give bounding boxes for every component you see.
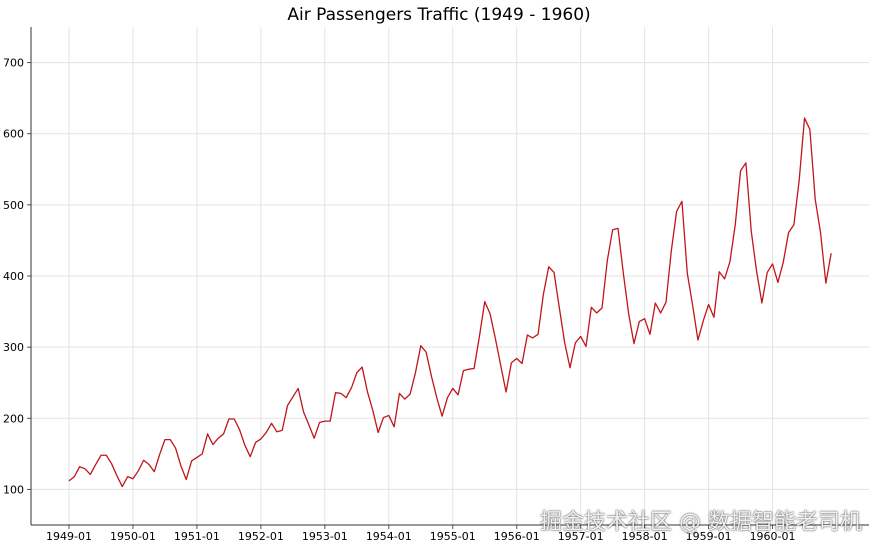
x-tick-label: 1954-01 bbox=[366, 530, 412, 543]
x-tick-label: 1960-01 bbox=[750, 530, 796, 543]
x-tick-label: 1957-01 bbox=[558, 530, 604, 543]
x-tick-label: 1959-01 bbox=[686, 530, 732, 543]
y-tick-label: 500 bbox=[3, 199, 24, 212]
x-tick-label: 1955-01 bbox=[430, 530, 476, 543]
x-tick-label: 1956-01 bbox=[494, 530, 540, 543]
x-tick-label: 1958-01 bbox=[622, 530, 668, 543]
watermark: 掘金技术社区 @ 数据智能老司机 bbox=[540, 510, 862, 535]
y-tick-label: 300 bbox=[3, 341, 24, 354]
grid-layer bbox=[31, 27, 869, 525]
x-tick-label: 1949-01 bbox=[46, 530, 92, 543]
y-tick-label: 700 bbox=[3, 57, 24, 70]
y-tick-label: 600 bbox=[3, 128, 24, 141]
series-layer bbox=[68, 117, 832, 488]
y-tick-label: 200 bbox=[3, 412, 24, 425]
chart-title: Air Passengers Traffic (1949 - 1960) bbox=[287, 5, 591, 25]
x-tick-label: 1950-01 bbox=[110, 530, 156, 543]
series-line-passengers bbox=[68, 117, 832, 488]
axis-layer: 100 200 300 400 500 600 700 1949-01 1950-01 1951-… bbox=[3, 27, 869, 543]
y-tick-label: 400 bbox=[3, 270, 24, 283]
x-tick-label: 1952-01 bbox=[238, 530, 284, 543]
y-tick-label: 100 bbox=[3, 483, 24, 496]
x-tick-label: 1951-01 bbox=[174, 530, 220, 543]
x-tick-label: 1953-01 bbox=[302, 530, 348, 543]
